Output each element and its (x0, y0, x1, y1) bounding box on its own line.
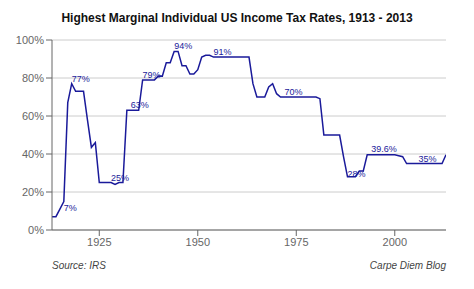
svg-text:1925: 1925 (87, 236, 111, 248)
svg-text:25%: 25% (111, 173, 129, 183)
svg-text:100%: 100% (16, 34, 44, 46)
svg-text:35%: 35% (418, 154, 436, 164)
svg-text:2000: 2000 (383, 236, 407, 248)
html-text:Source: IRS: Source: IRS (52, 260, 106, 271)
svg-text:40%: 40% (22, 148, 44, 160)
svg-text:80%: 80% (22, 72, 44, 84)
svg-text:79%: 79% (143, 70, 161, 80)
svg-text:60%: 60% (22, 110, 44, 122)
svg-text:1975: 1975 (284, 236, 308, 248)
svg-text:0%: 0% (28, 224, 44, 236)
html-text:Highest Marginal Individual US: Highest Marginal Individual US Income Ta… (61, 11, 413, 25)
svg-text:1950: 1950 (186, 236, 210, 248)
svg-text:91%: 91% (214, 47, 232, 57)
svg-text:7%: 7% (64, 203, 77, 213)
svg-text:63%: 63% (131, 100, 149, 110)
svg-text:28%: 28% (348, 169, 366, 179)
svg-text:77%: 77% (72, 74, 90, 84)
html-text:Carpe Diem Blog: Carpe Diem Blog (369, 260, 446, 271)
svg-text:39.6%: 39.6% (371, 144, 397, 154)
svg-text:70%: 70% (284, 87, 302, 97)
svg-text:20%: 20% (22, 186, 44, 198)
svg-text:94%: 94% (174, 41, 192, 51)
